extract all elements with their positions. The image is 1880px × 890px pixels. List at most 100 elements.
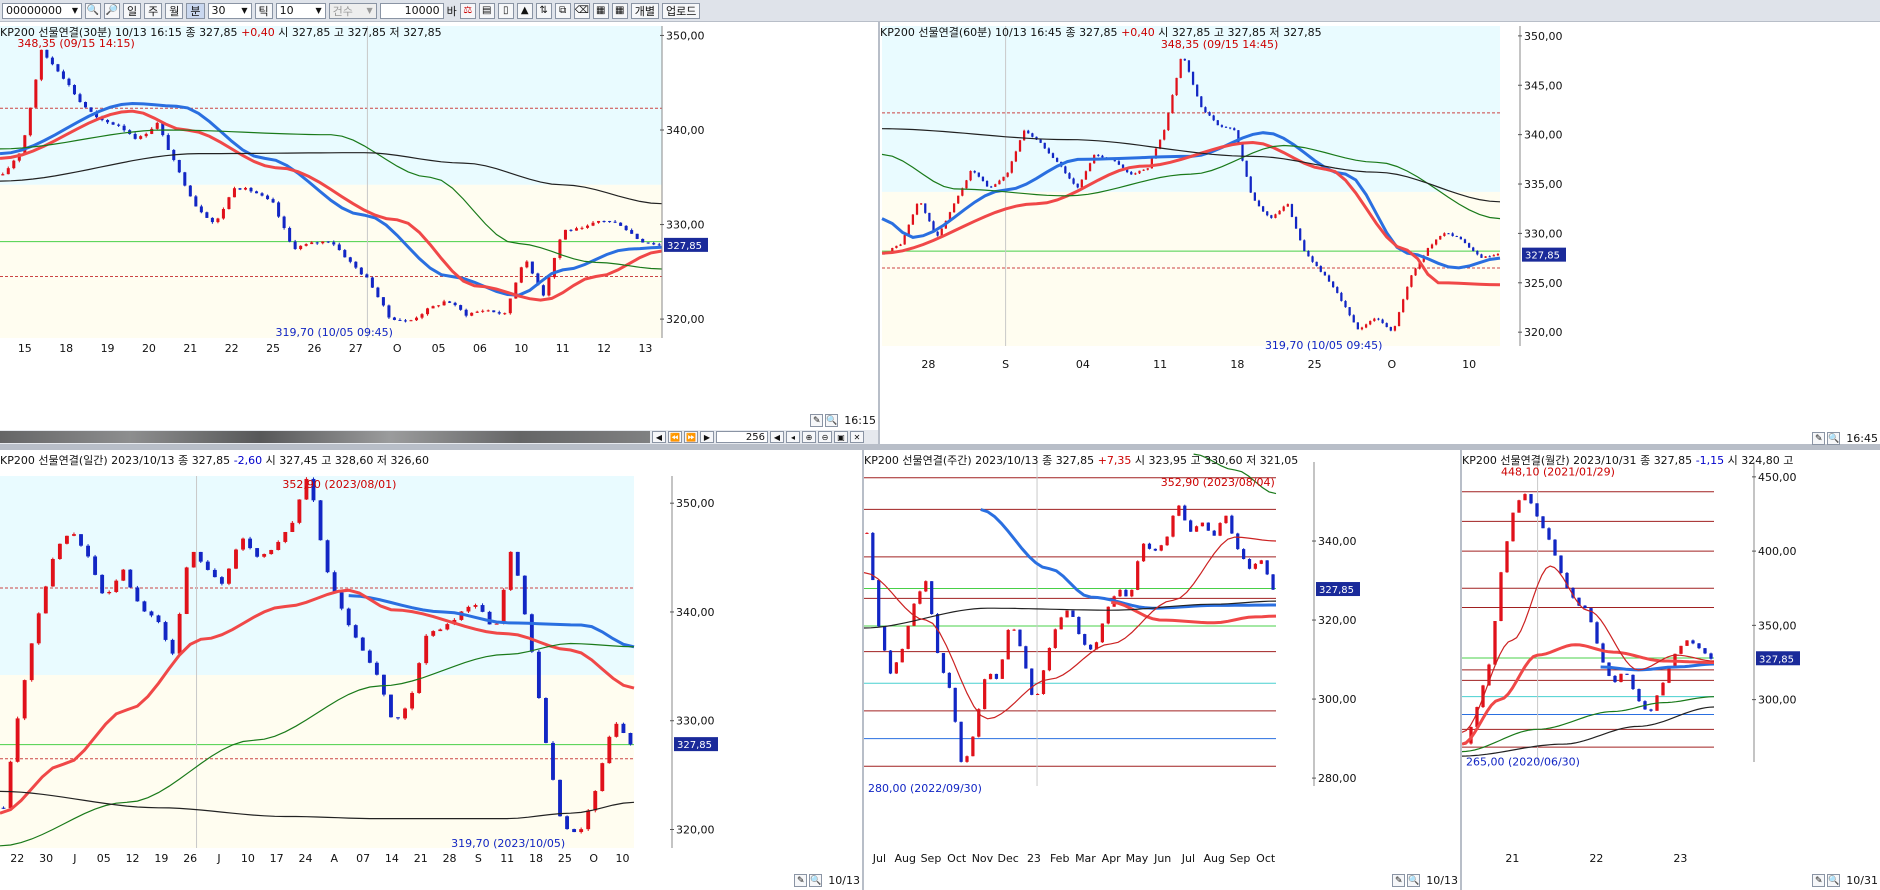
candle[interactable] bbox=[977, 172, 980, 178]
candle[interactable] bbox=[957, 195, 960, 204]
candle[interactable] bbox=[1, 172, 5, 176]
pane-divider[interactable] bbox=[1460, 450, 1462, 890]
candle[interactable] bbox=[1177, 504, 1181, 517]
candle[interactable] bbox=[563, 229, 567, 240]
candle[interactable] bbox=[1601, 642, 1605, 663]
candle[interactable] bbox=[1229, 127, 1232, 130]
candle[interactable] bbox=[1175, 77, 1178, 96]
candle[interactable] bbox=[1511, 512, 1515, 542]
candle[interactable] bbox=[1529, 494, 1533, 505]
edit-icon[interactable]: ✎ bbox=[810, 414, 824, 427]
candle[interactable] bbox=[1451, 232, 1454, 237]
next-page-icon[interactable]: ⏩ bbox=[684, 431, 698, 443]
candle[interactable] bbox=[64, 535, 69, 545]
candle[interactable] bbox=[1106, 606, 1110, 625]
candle[interactable] bbox=[630, 228, 634, 234]
candle[interactable] bbox=[1443, 232, 1446, 237]
candle[interactable] bbox=[990, 185, 993, 188]
candle[interactable] bbox=[194, 195, 198, 207]
candle[interactable] bbox=[1236, 532, 1240, 550]
candle[interactable] bbox=[67, 77, 71, 87]
chart-pane-30min[interactable]: 350,00 340,00 330,00 320,00 327,85 15 18 19 20 21… bbox=[0, 22, 878, 430]
candle[interactable] bbox=[29, 643, 34, 682]
maximize-icon[interactable]: ▣ bbox=[834, 431, 848, 443]
candle[interactable] bbox=[920, 202, 923, 205]
candle[interactable] bbox=[492, 310, 496, 313]
candle[interactable] bbox=[227, 196, 231, 210]
candle[interactable] bbox=[177, 612, 182, 654]
candle[interactable] bbox=[1505, 540, 1509, 573]
candle[interactable] bbox=[1571, 587, 1575, 599]
candle[interactable] bbox=[1447, 232, 1450, 235]
candle[interactable] bbox=[641, 238, 645, 243]
chart-svg[interactable]: 350,00 345,00 340,00 335,00 330,00 325,00 320,… bbox=[880, 22, 1880, 444]
candle[interactable] bbox=[248, 536, 253, 550]
candle[interactable] bbox=[310, 241, 314, 245]
erase-icon[interactable]: ⌫ bbox=[573, 2, 590, 19]
candle[interactable] bbox=[1393, 325, 1397, 332]
candle[interactable] bbox=[409, 319, 413, 322]
candle[interactable] bbox=[1141, 543, 1146, 562]
chart-svg[interactable]: 350,00 340,00 330,00 320,00 327,85 15 18 19 20 21… bbox=[0, 22, 878, 430]
candle[interactable] bbox=[1360, 326, 1364, 331]
candle[interactable] bbox=[431, 305, 435, 309]
candle[interactable] bbox=[1261, 205, 1265, 212]
candle[interactable] bbox=[574, 226, 579, 231]
candle[interactable] bbox=[1377, 317, 1380, 321]
tick-select[interactable]: 10 ▼ bbox=[275, 2, 326, 19]
candle[interactable] bbox=[1245, 160, 1248, 178]
candle[interactable] bbox=[1435, 239, 1438, 246]
close-icon[interactable]: ✕ bbox=[850, 431, 864, 443]
candle[interactable] bbox=[262, 553, 267, 558]
candle[interactable] bbox=[199, 204, 203, 214]
candle[interactable] bbox=[1282, 205, 1285, 212]
candle[interactable] bbox=[1216, 119, 1219, 126]
candle[interactable] bbox=[417, 662, 422, 694]
candle[interactable] bbox=[1142, 169, 1145, 171]
candle[interactable] bbox=[515, 551, 520, 576]
candle[interactable] bbox=[321, 241, 325, 245]
candle[interactable] bbox=[1691, 639, 1695, 645]
candle[interactable] bbox=[1406, 286, 1409, 301]
candle[interactable] bbox=[1257, 199, 1261, 207]
candle[interactable] bbox=[1649, 708, 1653, 712]
candle[interactable] bbox=[1018, 139, 1022, 152]
candle[interactable] bbox=[117, 123, 121, 127]
candle[interactable] bbox=[1667, 667, 1671, 684]
candle[interactable] bbox=[1136, 560, 1140, 591]
candle[interactable] bbox=[266, 194, 270, 200]
candle[interactable] bbox=[998, 179, 1001, 185]
candle[interactable] bbox=[1212, 529, 1216, 536]
candle[interactable] bbox=[1051, 152, 1055, 159]
candle[interactable] bbox=[1047, 147, 1050, 154]
candle[interactable] bbox=[1344, 300, 1347, 308]
candle[interactable] bbox=[1247, 558, 1252, 570]
candle[interactable] bbox=[906, 625, 910, 650]
search-icon[interactable]: 🔍 bbox=[1827, 874, 1841, 887]
candle[interactable] bbox=[579, 827, 584, 834]
candle[interactable] bbox=[34, 79, 38, 108]
candle[interactable] bbox=[1208, 111, 1211, 117]
candle[interactable] bbox=[1196, 84, 1199, 97]
candle[interactable] bbox=[1547, 527, 1551, 541]
candle[interactable] bbox=[1364, 323, 1368, 329]
candle[interactable] bbox=[365, 273, 369, 278]
search-icon[interactable]: 🔍 bbox=[1407, 874, 1421, 887]
candle[interactable] bbox=[657, 242, 661, 247]
candle[interactable] bbox=[304, 243, 308, 247]
candle[interactable] bbox=[61, 69, 65, 80]
candle[interactable] bbox=[1031, 132, 1034, 138]
candle[interactable] bbox=[89, 107, 93, 113]
interval-select[interactable]: 30 ▼ bbox=[207, 2, 252, 19]
candle[interactable] bbox=[1097, 154, 1100, 157]
candle[interactable] bbox=[442, 299, 446, 306]
candle[interactable] bbox=[1224, 515, 1228, 524]
candle[interactable] bbox=[1607, 662, 1611, 677]
candle[interactable] bbox=[170, 638, 175, 656]
candle[interactable] bbox=[57, 543, 62, 560]
candle[interactable] bbox=[613, 219, 617, 224]
chart-svg[interactable]: 450,00 400,00 350,00 300,00 327,85 21 22 23 448,… bbox=[1462, 450, 1880, 890]
candle[interactable] bbox=[1183, 504, 1187, 521]
candle[interactable] bbox=[1294, 216, 1298, 229]
candle[interactable] bbox=[1146, 168, 1149, 171]
